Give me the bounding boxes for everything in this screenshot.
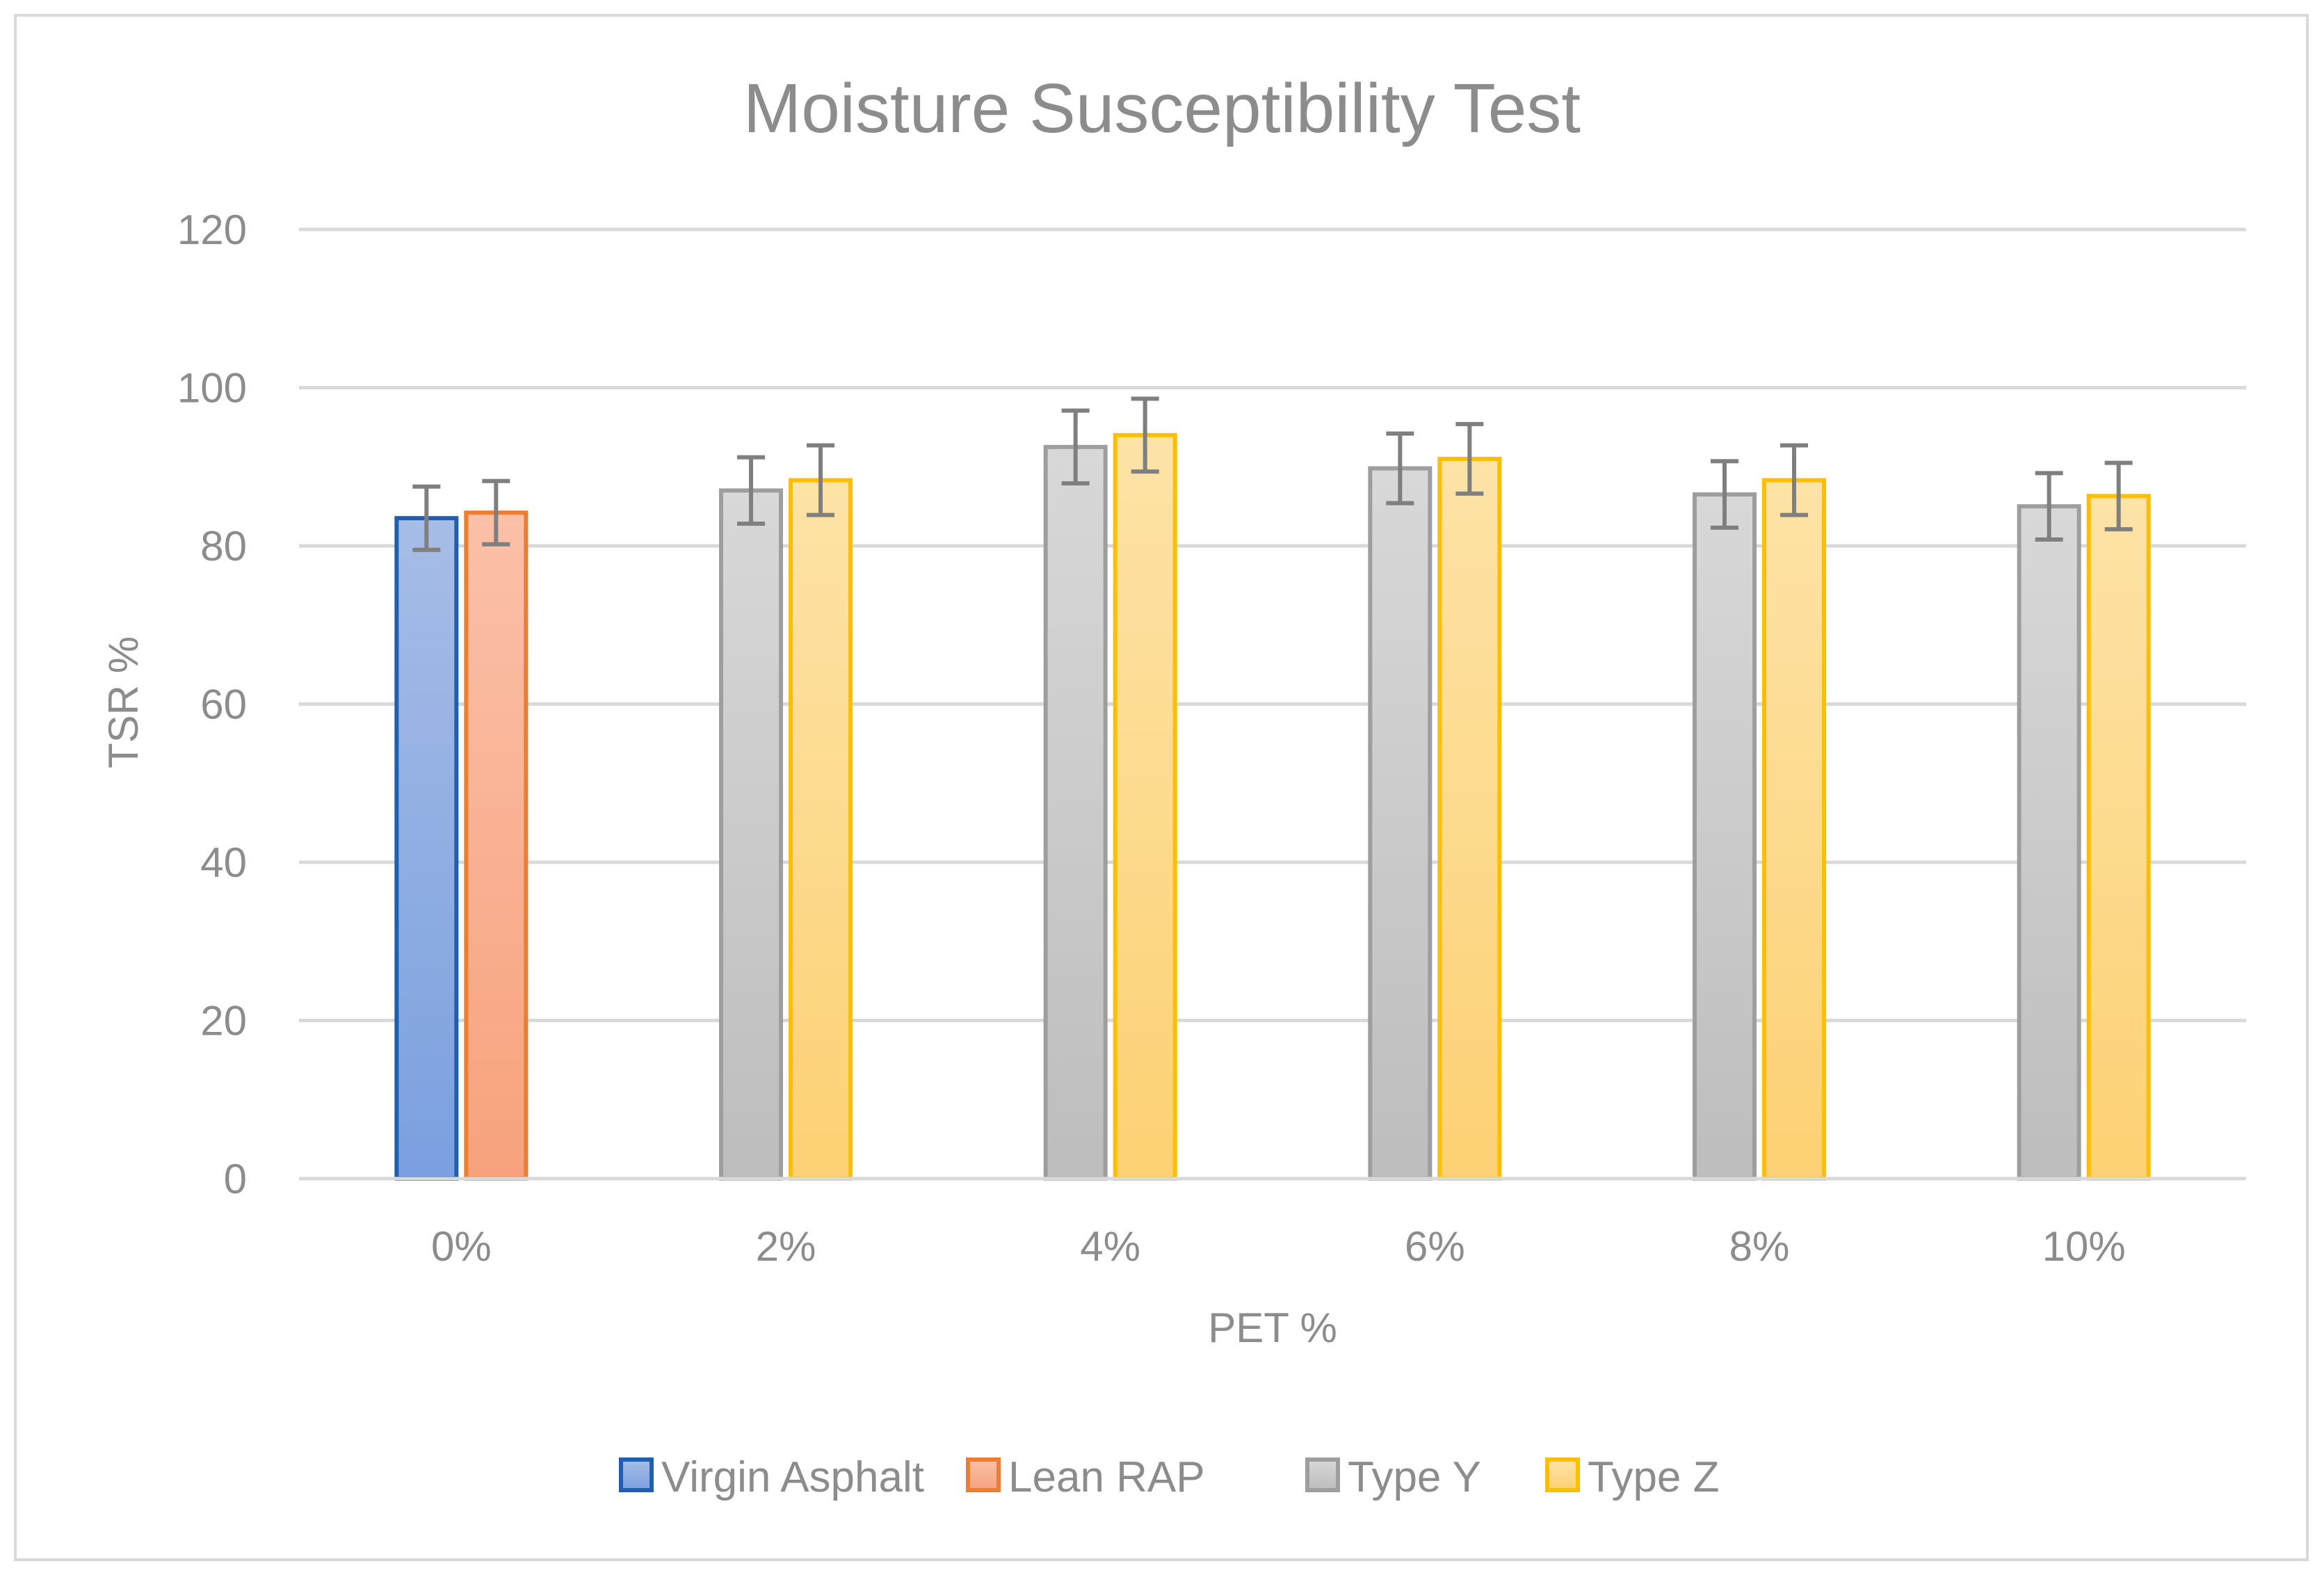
error-bar (1711, 459, 1738, 530)
bar-type-z-2pct (789, 478, 853, 1181)
legend-swatch (1305, 1457, 1340, 1492)
x-tick-label: 0% (431, 1223, 492, 1270)
y-tick-label: 60 (200, 681, 247, 728)
bar-type-z-8pct (1762, 478, 1826, 1181)
y-tick-label: 40 (200, 839, 247, 886)
legend-label: Type Z (1588, 1453, 1720, 1501)
gridlines (299, 227, 2246, 1022)
bar-type-y-8pct (1693, 492, 1757, 1181)
y-tick-label: 120 (177, 207, 247, 253)
legend: Virgin Asphalt Lean RAP Type Y Type Z (619, 1453, 1720, 1501)
legend-label: Lean RAP (1008, 1453, 1205, 1501)
bar-type-y-2pct (719, 488, 783, 1181)
error-bar (2104, 460, 2133, 532)
bar-type-z-4pct (1113, 433, 1177, 1181)
legend-item-type-z: Type Z (1545, 1453, 1720, 1501)
error-bar (1061, 408, 1090, 486)
legend-swatch (1545, 1457, 1580, 1492)
error-bar (737, 455, 765, 526)
x-tick-label: 8% (1729, 1223, 1790, 1270)
legend-label: Type Y (1348, 1453, 1481, 1501)
x-tick-label: 6% (1405, 1223, 1465, 1270)
error-bar (1780, 443, 1808, 517)
y-tick-label: 100 (177, 365, 247, 412)
x-axis-ticks: 0% 2% 4% 6% 8% 10% (431, 1223, 2126, 1270)
error-bar (2035, 471, 2063, 542)
error-bar (412, 484, 441, 552)
error-bar (1131, 396, 1159, 474)
x-tick-label: 4% (1080, 1223, 1140, 1270)
y-tick-label: 80 (200, 523, 247, 570)
legend-item-virgin-asphalt: Virgin Asphalt (619, 1453, 924, 1501)
bar-lean-rap-0pct (464, 510, 528, 1181)
error-bar (1455, 421, 1484, 496)
legend-item-lean-rap: Lean RAP (966, 1453, 1205, 1501)
bar-type-y-6pct (1368, 466, 1433, 1181)
bar-virgin-asphalt-0pct (394, 516, 459, 1181)
y-axis-ticks: 0 20 40 60 80 100 120 (177, 207, 247, 1202)
y-axis-title: TSR % (100, 636, 147, 768)
error-bar (807, 443, 834, 517)
y-tick-label: 0 (224, 1156, 247, 1202)
legend-label: Virgin Asphalt (661, 1453, 924, 1501)
chart-title: Moisture Susceptibility Test (743, 70, 1581, 147)
error-bars (412, 396, 2133, 552)
x-axis-title: PET % (1208, 1305, 1337, 1351)
bar-type-y-10pct (2017, 504, 2081, 1181)
legend-swatch (966, 1457, 1001, 1492)
bar-type-z-10pct (2086, 494, 2151, 1181)
error-bar (482, 478, 510, 547)
bar-type-z-6pct (1437, 456, 1502, 1181)
x-tick-label: 10% (2042, 1223, 2126, 1270)
x-tick-label: 2% (756, 1223, 816, 1270)
bar-type-y-4pct (1043, 444, 1108, 1181)
error-bar (1386, 431, 1414, 506)
legend-swatch (619, 1457, 654, 1492)
y-tick-label: 20 (200, 998, 247, 1044)
legend-item-type-y: Type Y (1305, 1453, 1481, 1501)
